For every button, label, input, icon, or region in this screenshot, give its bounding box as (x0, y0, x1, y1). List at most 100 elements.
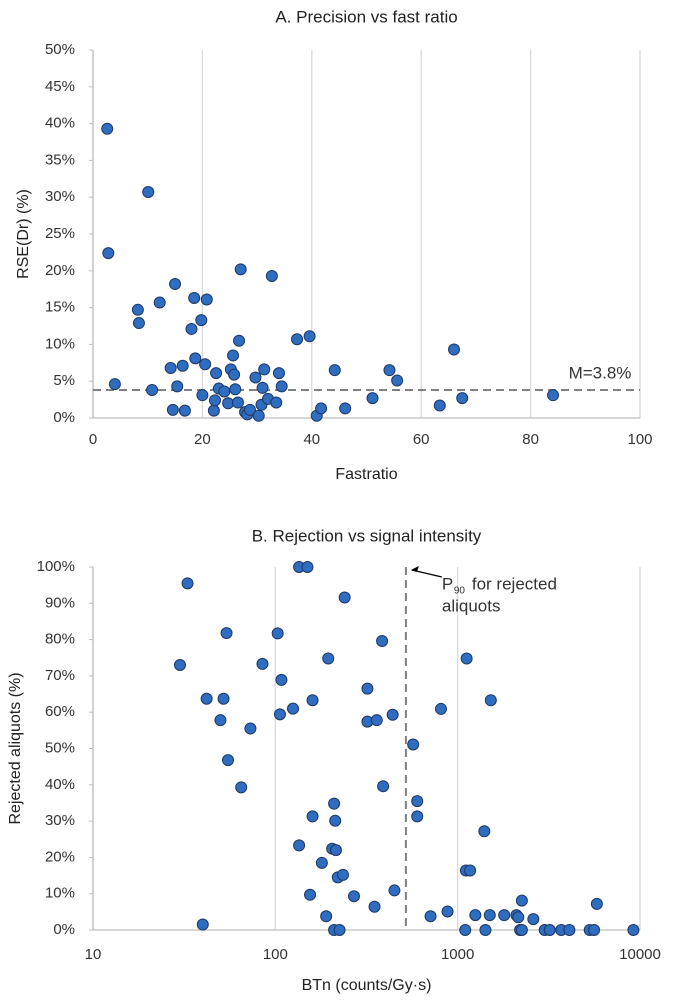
data-point (208, 394, 221, 407)
data-point (407, 738, 420, 751)
y-tick-label: 35% (45, 151, 75, 168)
data-point (272, 367, 285, 380)
x-tick-label: 10000 (619, 946, 661, 963)
data-point (388, 884, 401, 897)
data-point (258, 363, 271, 376)
y-tick-label: 90% (45, 594, 75, 611)
y-tick-label: 5% (53, 372, 75, 389)
data-point (347, 890, 360, 903)
data-point (303, 330, 316, 343)
data-point (484, 694, 497, 707)
data-point (171, 380, 184, 393)
data-point (166, 403, 179, 416)
data-point (563, 924, 576, 936)
data-point (275, 673, 288, 686)
annotation-text: for rejected (472, 574, 557, 593)
data-point (368, 900, 381, 913)
data-point (217, 692, 230, 705)
data-point (199, 358, 212, 371)
data-point (108, 378, 121, 391)
data-point (460, 652, 473, 665)
data-point (366, 392, 379, 405)
annotation-text: aliquots (442, 596, 501, 615)
y-tick-label: 40% (45, 115, 75, 132)
data-point (479, 924, 492, 936)
data-point (339, 402, 352, 415)
y-axis-label: RSE(Dr) (%) (15, 189, 32, 279)
data-point (189, 352, 202, 365)
y-tick-label: 70% (45, 667, 75, 684)
data-point (588, 924, 601, 936)
data-point (132, 317, 145, 330)
data-point (322, 652, 335, 665)
data-point (293, 839, 306, 852)
data-point (291, 333, 304, 346)
y-tick-label: 40% (45, 776, 75, 793)
data-point (265, 269, 278, 282)
x-tick-label: 60 (413, 431, 430, 448)
data-point (391, 374, 404, 387)
annotation-subscript: 90 (454, 586, 466, 597)
y-tick-label: 20% (45, 262, 75, 279)
data-point (434, 702, 447, 715)
data-point (102, 247, 115, 260)
data-point (185, 322, 198, 335)
data-point (424, 910, 437, 923)
y-tick-label: 20% (45, 848, 75, 865)
reference-label: M=3.8% (569, 364, 632, 383)
data-point (478, 825, 491, 838)
y-tick-label: 45% (45, 78, 75, 95)
data-point (315, 856, 328, 869)
data-point (200, 692, 213, 705)
data-point (515, 894, 528, 907)
data-point (234, 263, 247, 276)
data-point (543, 924, 556, 936)
data-point (200, 293, 213, 306)
data-point (370, 714, 383, 727)
chart-title: B. Rejection vs signal intensity (252, 526, 482, 545)
data-point (153, 296, 166, 309)
x-tick-label: 0 (89, 431, 97, 448)
y-tick-label: 25% (45, 225, 75, 242)
data-point (146, 384, 159, 397)
data-point (320, 910, 333, 923)
data-point (243, 403, 256, 416)
x-tick-label: 10 (85, 946, 102, 963)
data-point (178, 404, 191, 417)
data-point (210, 367, 223, 380)
data-point (336, 868, 349, 881)
y-tick-label: 15% (45, 299, 75, 316)
data-point (231, 396, 244, 409)
data-point (376, 635, 389, 648)
data-point (411, 810, 424, 823)
y-tick-label: 100% (37, 558, 75, 575)
data-point (377, 780, 390, 793)
data-point (306, 694, 319, 707)
data-point (220, 627, 233, 640)
data-point (252, 409, 265, 422)
data-point (275, 380, 288, 393)
data-point (142, 186, 155, 199)
data-point (386, 708, 399, 721)
data-point (441, 905, 454, 918)
data-point (306, 810, 319, 823)
data-point (469, 909, 482, 922)
data-point (304, 888, 317, 901)
data-point (233, 334, 246, 347)
data-point (448, 343, 461, 356)
data-point (256, 657, 269, 670)
data-point (464, 864, 477, 877)
data-point (131, 303, 144, 316)
data-point (527, 913, 540, 926)
chart-title: A. Precision vs fast ratio (275, 7, 457, 26)
data-point (483, 909, 496, 922)
x-tick-label: 20 (194, 431, 211, 448)
y-tick-label: 0% (53, 921, 75, 938)
data-point (214, 714, 227, 727)
y-axis-label: Rejected aliquots (%) (7, 672, 24, 824)
data-point (244, 722, 257, 735)
data-point (271, 627, 284, 640)
y-tick-label: 10% (45, 885, 75, 902)
data-point (459, 924, 472, 936)
